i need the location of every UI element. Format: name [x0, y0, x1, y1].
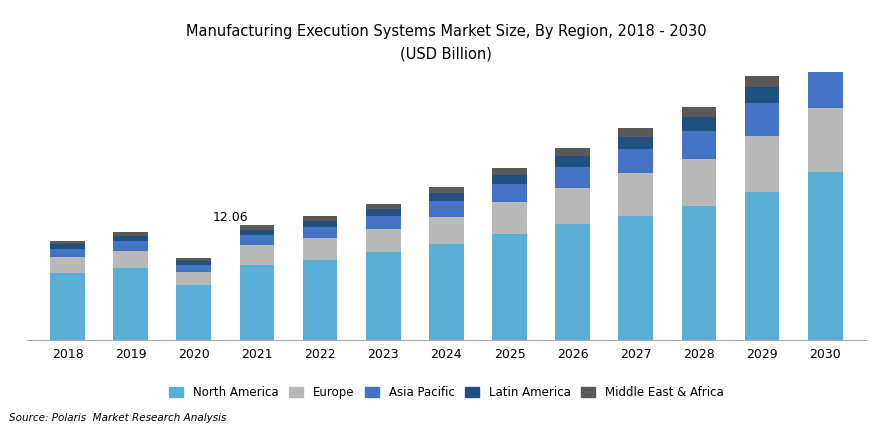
Bar — [492, 184, 527, 202]
Bar — [240, 226, 274, 230]
Bar — [744, 76, 780, 88]
Title: Manufacturing Execution Systems Market Size, By Region, 2018 - 2030
(USD Billion: Manufacturing Execution Systems Market S… — [187, 24, 706, 61]
Bar — [302, 260, 338, 340]
Bar — [177, 264, 211, 272]
Bar — [808, 172, 842, 340]
Bar — [555, 224, 591, 340]
Bar — [240, 230, 274, 235]
Bar — [113, 268, 149, 340]
Bar — [177, 258, 211, 261]
Bar — [429, 201, 464, 217]
Bar — [619, 137, 653, 149]
Bar — [429, 193, 464, 201]
Bar — [302, 227, 338, 238]
Bar — [619, 173, 653, 216]
Bar — [555, 188, 591, 224]
Bar — [366, 209, 400, 216]
Bar — [682, 117, 716, 130]
Bar — [366, 252, 400, 340]
Bar — [555, 167, 591, 188]
Bar — [492, 202, 527, 234]
Bar — [50, 244, 85, 249]
Bar — [682, 130, 716, 159]
Bar — [619, 216, 653, 340]
Bar — [682, 206, 716, 340]
Bar — [177, 285, 211, 340]
Bar — [744, 88, 780, 103]
Bar — [429, 187, 464, 193]
Bar — [240, 245, 274, 264]
Bar — [555, 156, 591, 167]
Bar — [492, 234, 527, 340]
Bar — [302, 216, 338, 221]
Bar — [113, 232, 149, 236]
Bar — [50, 249, 85, 257]
Bar — [113, 241, 149, 251]
Bar — [240, 235, 274, 245]
Bar — [744, 192, 780, 340]
Bar — [682, 107, 716, 117]
Bar — [744, 136, 780, 192]
Bar — [366, 204, 400, 209]
Bar — [808, 52, 842, 70]
Text: Source: Polaris  Market Research Analysis: Source: Polaris Market Research Analysis — [9, 413, 226, 423]
Bar — [366, 229, 400, 252]
Bar — [682, 159, 716, 206]
Bar — [808, 39, 842, 52]
Bar — [177, 272, 211, 285]
Bar — [366, 216, 400, 229]
Bar — [619, 128, 653, 137]
Bar — [113, 251, 149, 268]
Bar — [302, 238, 338, 260]
Text: 12.06: 12.06 — [213, 211, 248, 224]
Bar — [808, 70, 842, 108]
Bar — [555, 148, 591, 156]
Bar — [113, 236, 149, 241]
Bar — [240, 264, 274, 340]
Bar — [302, 221, 338, 227]
Bar — [177, 261, 211, 264]
Bar — [50, 241, 85, 244]
Legend: North America, Europe, Asia Pacific, Latin America, Middle East & Africa: North America, Europe, Asia Pacific, Lat… — [170, 386, 723, 399]
Bar — [492, 175, 527, 184]
Bar — [50, 257, 85, 273]
Bar — [744, 103, 780, 136]
Bar — [808, 108, 842, 172]
Bar — [619, 149, 653, 173]
Bar — [429, 244, 464, 340]
Bar — [50, 273, 85, 340]
Bar — [429, 217, 464, 244]
Bar — [492, 168, 527, 175]
